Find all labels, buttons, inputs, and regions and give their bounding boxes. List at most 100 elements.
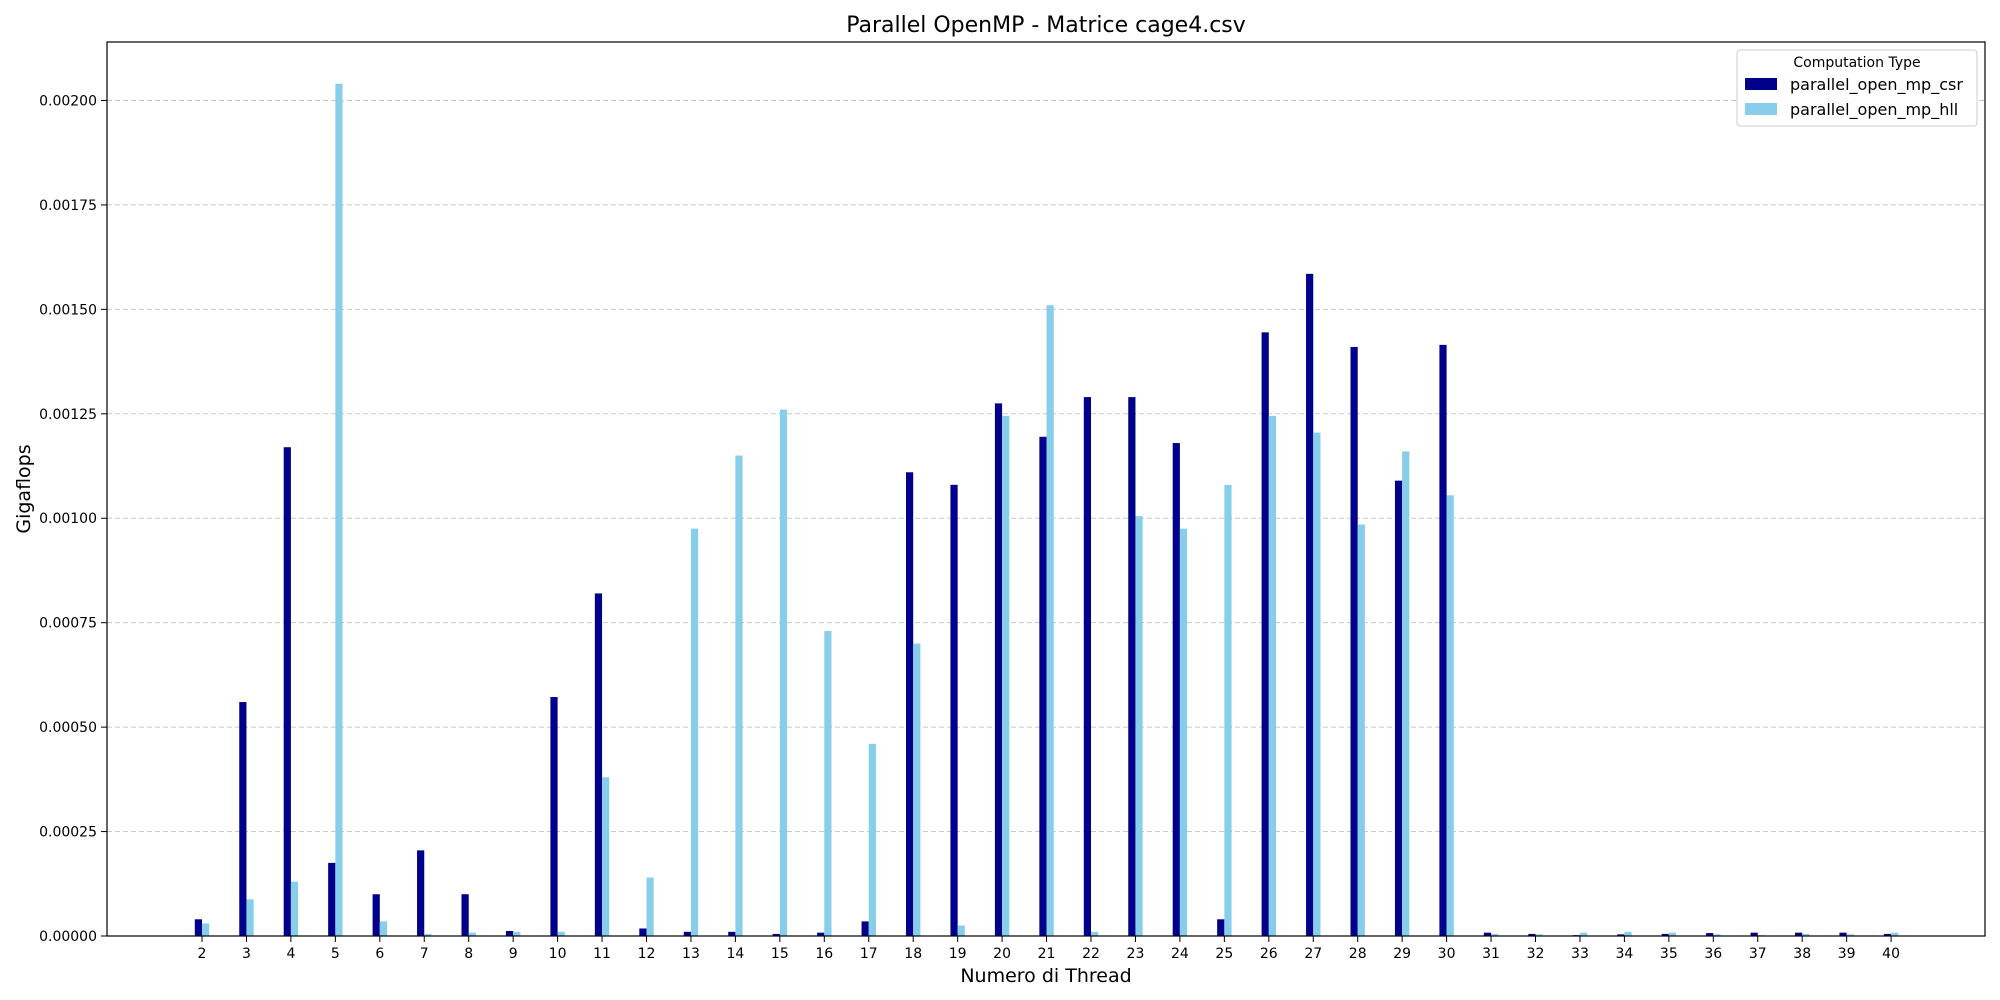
bar-csr-27 (1306, 273, 1314, 937)
x-tick-label: 9 (509, 946, 518, 962)
bar-csr-39 (1839, 932, 1847, 936)
x-tick-label: 23 (1127, 946, 1145, 962)
x-tick-label: 10 (549, 946, 567, 962)
x-tick-label: 20 (993, 946, 1011, 962)
bar-csr-29 (1394, 480, 1403, 936)
x-tick-label: 14 (726, 946, 744, 962)
bar-csr-32 (1528, 933, 1536, 936)
bar-csr-11 (594, 593, 603, 936)
bar-hll-6 (379, 921, 387, 936)
legend-label-hll: parallel_open_mp_hll (1790, 100, 1958, 120)
bar-hll-23 (1135, 516, 1143, 936)
x-tick-label: 35 (1660, 946, 1678, 962)
x-tick-label: 38 (1793, 946, 1811, 962)
bar-csr-23 (1128, 397, 1136, 936)
legend: Computation Type parallel_open_mp_csr pa… (1736, 49, 1978, 127)
y-tick-label: 0.00125 (39, 407, 97, 423)
x-tick-label: 33 (1571, 946, 1589, 962)
x-tick-label: 4 (286, 946, 295, 962)
x-tick-label: 29 (1393, 946, 1411, 962)
bar-csr-8 (461, 894, 469, 936)
bar-csr-13 (683, 931, 691, 936)
bar-csr-20 (994, 403, 1003, 936)
x-tick-label: 7 (420, 946, 429, 962)
bar-csr-31 (1483, 932, 1492, 936)
bar-hll-21 (1046, 305, 1054, 937)
x-tick-label: 22 (1082, 946, 1100, 962)
bar-hll-15 (779, 409, 788, 936)
bar-csr-38 (1795, 932, 1803, 936)
bar-hll-12 (646, 877, 654, 936)
legend-title: Computation Type (1793, 55, 1920, 71)
x-tick-label: 11 (593, 946, 611, 962)
bar-hll-10 (557, 931, 565, 936)
bar-hll-3 (246, 899, 254, 936)
legend-swatch-hll (1745, 103, 1777, 115)
y-tick-label: 0.00050 (39, 720, 97, 736)
bar-csr-28 (1350, 346, 1358, 936)
y-tick-label: 0.00025 (39, 825, 97, 841)
x-tick-label: 12 (638, 946, 656, 962)
bar-csr-17 (861, 921, 869, 936)
bar-hll-31 (1491, 933, 1499, 936)
bar-hll-38 (1802, 933, 1810, 936)
bar-hll-24 (1179, 528, 1188, 936)
x-tick-label: 34 (1615, 946, 1633, 962)
x-tick-label: 30 (1438, 946, 1456, 962)
bar-hll-29 (1402, 451, 1410, 936)
bar-hll-28 (1357, 524, 1365, 936)
bar-hll-36 (1713, 934, 1721, 936)
x-tick-label: 2 (198, 946, 207, 962)
bar-csr-15 (772, 933, 780, 936)
x-tick-label: 17 (860, 946, 878, 962)
bar-csr-3 (239, 702, 247, 936)
bar-hll-18 (913, 643, 921, 936)
chart-title: Parallel OpenMP - Matrice cage4.csv (846, 13, 1246, 38)
plot-frame (106, 41, 1986, 937)
x-tick-label: 25 (1215, 946, 1233, 962)
bar-hll-26 (1268, 415, 1276, 936)
x-tick-label: 37 (1749, 946, 1767, 962)
x-tick-label: 15 (771, 946, 789, 962)
bar-hll-13 (690, 528, 699, 936)
y-axis-label: Gigaflops (13, 444, 35, 533)
bar-hll-40 (1891, 932, 1899, 936)
bars (194, 83, 1899, 937)
bar-csr-36 (1706, 933, 1714, 936)
x-tick-label: 28 (1349, 946, 1367, 962)
x-tick-label: 19 (949, 946, 967, 962)
y-axis: 0.00000 0.00025 0.00050 0.00075 0.00100 0.001… (39, 93, 107, 945)
bar-hll-7 (424, 933, 432, 936)
bar-hll-11 (602, 777, 610, 936)
bar-csr-9 (505, 930, 514, 936)
bar-hll-20 (1002, 415, 1010, 936)
x-tick-label: 18 (904, 946, 922, 962)
bar-hll-34 (1624, 931, 1632, 936)
x-tick-label: 26 (1260, 946, 1278, 962)
x-tick-label: 21 (1038, 946, 1056, 962)
bar-csr-25 (1217, 919, 1225, 936)
x-tick-label: 31 (1482, 946, 1500, 962)
x-tick-label: 3 (242, 946, 251, 962)
bar-hll-19 (957, 925, 965, 936)
x-tick-label: 39 (1838, 946, 1856, 962)
bar-csr-6 (372, 894, 380, 936)
bar-csr-12 (639, 928, 647, 936)
x-tick-label: 6 (375, 946, 384, 962)
bar-hll-8 (468, 932, 476, 936)
bar-csr-26 (1261, 332, 1269, 936)
x-tick-label: 13 (682, 946, 700, 962)
y-tick-label: 0.00075 (39, 616, 97, 632)
bar-hll-25 (1224, 484, 1232, 936)
bar-csr-19 (950, 484, 958, 936)
bar-csr-16 (817, 932, 825, 936)
x-tick-label: 16 (815, 946, 833, 962)
y-tick-label: 0.00150 (39, 302, 97, 318)
x-tick-label: 40 (1882, 946, 1900, 962)
x-tick-label: 32 (1527, 946, 1545, 962)
y-tick-label: 0.00200 (39, 93, 97, 109)
bar-csr-21 (1039, 436, 1047, 936)
legend-swatch-csr (1745, 78, 1777, 90)
legend-label-csr: parallel_open_mp_csr (1790, 75, 1963, 95)
